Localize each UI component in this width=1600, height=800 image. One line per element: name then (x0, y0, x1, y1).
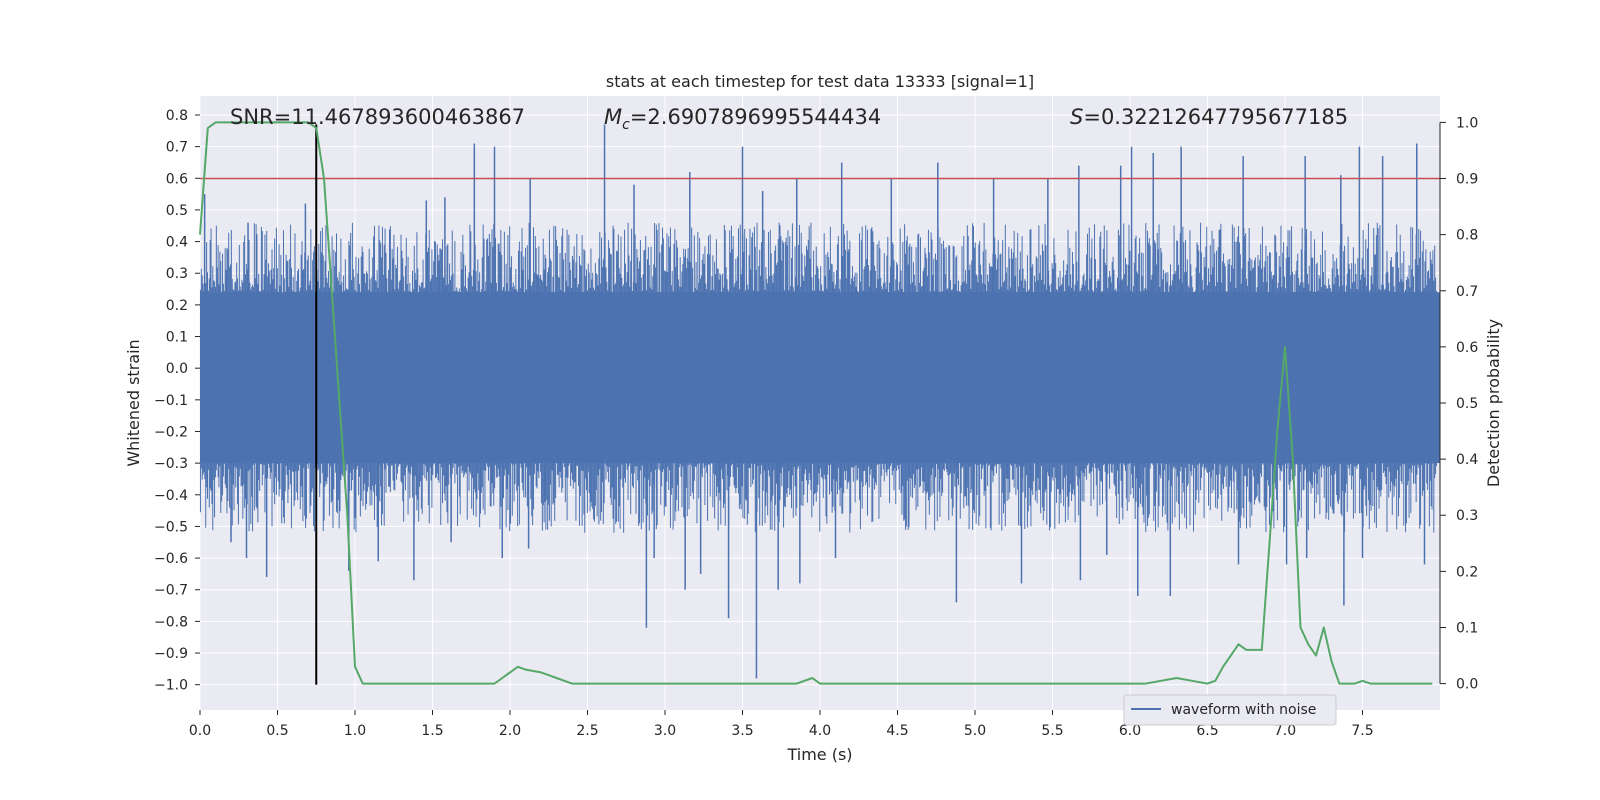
x-tick-label: 5.5 (1041, 723, 1063, 739)
y-tick-label: −0.2 (154, 424, 188, 440)
x-tick-label: 3.5 (731, 723, 753, 739)
y-tick-label: 0.4 (166, 235, 188, 251)
x-tick-label: 7.5 (1351, 723, 1373, 739)
y-tick-label: 0.1 (166, 330, 188, 346)
s-symbol: S (1070, 105, 1083, 129)
y2-tick-label: 0.3 (1456, 508, 1478, 524)
y-tick-label: −0.8 (154, 614, 188, 630)
y2-tick-label: 0.1 (1456, 620, 1478, 636)
y2-ticks: 1.0 0.9 0.8 0.7 0.6 0.5 0.4 0.3 0.2 0.1 0.0 (1439, 115, 1478, 693)
y-tick-label: −0.5 (154, 519, 188, 535)
y2-tick-label: 0.2 (1456, 564, 1478, 580)
x-tick-label: 4.0 (809, 723, 831, 739)
y-tick-label: −0.7 (154, 583, 188, 599)
s-annotation: S=0.32212647795677185 (1070, 105, 1348, 129)
legend: waveform with noise (1123, 694, 1337, 726)
chirp-mass-subscript: c (622, 117, 630, 133)
waveform-series (199, 124, 1440, 679)
y-tick-label: −0.4 (154, 488, 188, 504)
y-tick-label: 0.7 (166, 140, 188, 156)
x-tick-label: 3.0 (654, 723, 676, 739)
probability-line (199, 121, 1433, 685)
x-tick-label: 7.0 (1274, 723, 1296, 739)
snr-annotation: SNR=11.467893600463867 (230, 105, 525, 129)
y2-tick-label: 0.6 (1456, 340, 1478, 356)
y-tick-label: 0.5 (166, 203, 188, 219)
y2-tick-label: 0.4 (1456, 452, 1478, 468)
x-tick-label: 6.5 (1196, 723, 1218, 739)
y-tick-label: 0.3 (166, 266, 188, 282)
y-tick-label: 0.8 (166, 108, 188, 124)
y-tick-label: −0.1 (154, 393, 188, 409)
x-axis-label: Time (s) (786, 745, 852, 764)
y2-tick-label: 0.5 (1456, 396, 1478, 412)
y2-axis-label: Detection probability (1484, 319, 1503, 487)
chirp-mass-symbol: M (604, 105, 622, 129)
chirp-mass-value: =2.6907896995544434 (630, 105, 881, 129)
x-tick-label: 2.5 (576, 723, 598, 739)
legend-box (1123, 694, 1337, 726)
x-tick-label: 0.5 (266, 723, 288, 739)
y-tick-label: −0.9 (154, 646, 188, 662)
s-value: =0.32212647795677185 (1083, 105, 1348, 129)
y2-tick-label: 0.9 (1456, 172, 1478, 188)
probability-series (199, 121, 1433, 685)
y-axis-label: Whitened strain (124, 339, 143, 466)
y-tick-label: 0.2 (166, 298, 188, 314)
x-tick-label: 4.5 (886, 723, 908, 739)
x-tick-label: 1.0 (344, 723, 366, 739)
y-tick-label: −1.0 (154, 678, 188, 694)
legend-entry: waveform with noise (1171, 702, 1316, 718)
y2-tick-label: 0.0 (1456, 677, 1478, 693)
y2-tick-label: 0.7 (1456, 284, 1478, 300)
y-ticks: 0.8 0.7 0.6 0.5 0.4 0.3 0.2 0.1 0.0 −0.1 −0.2 −0.3 −… (154, 108, 200, 694)
y2-tick-label: 0.8 (1456, 228, 1478, 244)
x-tick-label: 5.0 (964, 723, 986, 739)
chirp-mass-annotation: Mc=2.6907896995544434 (604, 105, 881, 133)
x-tick-label: 1.5 (421, 723, 443, 739)
chart-title: stats at each timestep for test data 133… (606, 72, 1034, 91)
y-tick-label: −0.6 (154, 551, 188, 567)
x-tick-label: 2.0 (499, 723, 521, 739)
y2-tick-label: 1.0 (1456, 115, 1478, 131)
x-ticks: 0.0 0.5 1.0 1.5 2.0 2.5 3.0 3.5 4.0 4.5 5.0 5.5 6.0 6… (189, 710, 1374, 739)
y-tick-label: 0.0 (166, 361, 188, 377)
y-tick-label: −0.3 (154, 456, 188, 472)
x-tick-label: 6.0 (1119, 723, 1141, 739)
y-tick-label: 0.6 (166, 171, 188, 187)
x-tick-label: 0.0 (189, 723, 211, 739)
